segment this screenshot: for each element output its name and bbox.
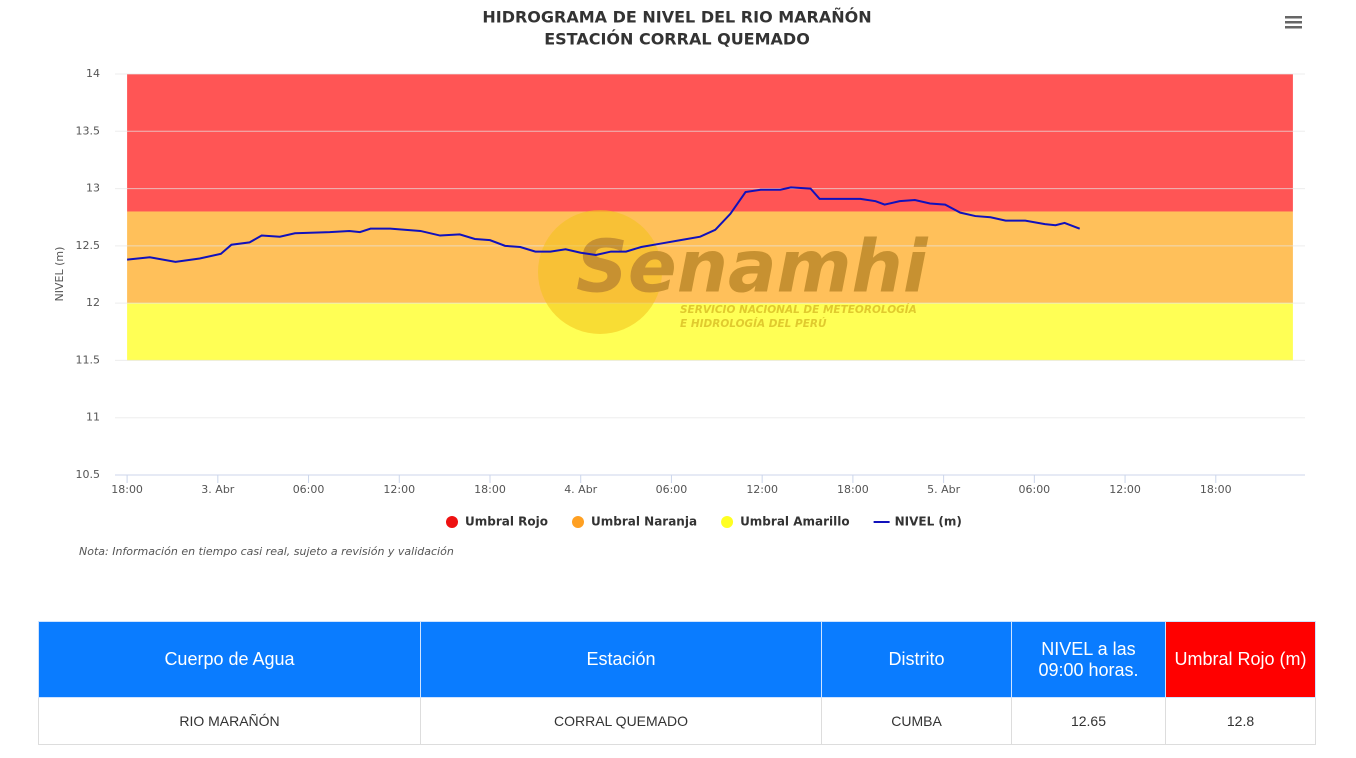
x-tick-label: 06:00 bbox=[1018, 483, 1050, 496]
legend-label: Umbral Rojo bbox=[465, 515, 548, 529]
y-tick-label: 13.5 bbox=[76, 124, 101, 137]
legend-label: Umbral Amarillo bbox=[740, 515, 850, 529]
data-table: Cuerpo de Agua Estación Distrito NIVEL a la… bbox=[38, 621, 1316, 745]
x-tick-label: 4. Abr bbox=[564, 483, 597, 496]
x-tick-label: 18:00 bbox=[837, 483, 869, 496]
threshold-band bbox=[127, 303, 1293, 361]
x-tick-label: 06:00 bbox=[293, 483, 325, 496]
y-tick-label: 14 bbox=[86, 67, 100, 80]
x-tick-label: 18:00 bbox=[1200, 483, 1232, 496]
y-tick-label: 13 bbox=[86, 182, 100, 195]
threshold-band bbox=[127, 211, 1293, 304]
cell: CORRAL QUEMADO bbox=[420, 697, 822, 745]
header-cell: Estación bbox=[420, 621, 822, 698]
menu-icon[interactable] bbox=[1285, 16, 1302, 29]
watermark-name: Senamhi bbox=[576, 225, 929, 309]
y-tick-label: 11.5 bbox=[76, 353, 101, 366]
y-tick-label: 11 bbox=[86, 411, 100, 424]
header-cell: Distrito bbox=[821, 621, 1012, 698]
x-tick-label: 06:00 bbox=[656, 483, 688, 496]
header-cell: Cuerpo de Agua bbox=[38, 621, 421, 698]
threshold-band bbox=[127, 74, 1293, 212]
cell: RIO MARAÑÓN bbox=[38, 697, 421, 745]
legend-label: NIVEL (m) bbox=[895, 515, 962, 529]
x-tick-label: 5. Abr bbox=[927, 483, 960, 496]
legend-marker bbox=[721, 516, 734, 528]
legend-marker bbox=[446, 516, 458, 528]
legend-marker bbox=[572, 516, 584, 528]
y-tick-label: 12.5 bbox=[76, 239, 101, 252]
cell: CUMBA bbox=[821, 697, 1012, 745]
cell: 12.65 bbox=[1011, 697, 1166, 745]
watermark-line: E HIDROLOGÍA DEL PERÚ bbox=[680, 317, 827, 330]
x-tick-label: 3. Abr bbox=[201, 483, 234, 496]
header-cell: Umbral Rojo (m) bbox=[1165, 621, 1316, 698]
header-cell: NIVEL a las 09:00 horas. bbox=[1011, 621, 1166, 698]
x-tick-label: 18:00 bbox=[111, 483, 143, 496]
y-axis-label: NIVEL (m) bbox=[53, 247, 66, 302]
chart-subtitle: ESTACIÓN CORRAL QUEMADO bbox=[544, 30, 810, 49]
x-tick-label: 12:00 bbox=[1109, 483, 1141, 496]
chart: HIDROGRAMA DE NIVEL DEL RIO MARAÑÓN ESTA… bbox=[53, 8, 1305, 558]
y-tick-label: 12 bbox=[86, 296, 100, 309]
level-line bbox=[126, 186, 1081, 263]
chart-title: HIDROGRAMA DE NIVEL DEL RIO MARAÑÓN bbox=[482, 8, 871, 27]
note: Nota: Información en tiempo casi real, s… bbox=[79, 545, 454, 558]
x-tick-label: 12:00 bbox=[383, 483, 415, 496]
x-tick-label: 18:00 bbox=[474, 483, 506, 496]
y-tick-label: 10.5 bbox=[76, 468, 101, 481]
cell: 12.8 bbox=[1165, 697, 1316, 745]
watermark-sun bbox=[538, 210, 662, 334]
legend-label: Umbral Naranja bbox=[591, 515, 697, 529]
x-tick-label: 12:00 bbox=[746, 483, 778, 496]
watermark-line: SERVICIO NACIONAL DE METEOROLOGÍA bbox=[680, 303, 917, 316]
